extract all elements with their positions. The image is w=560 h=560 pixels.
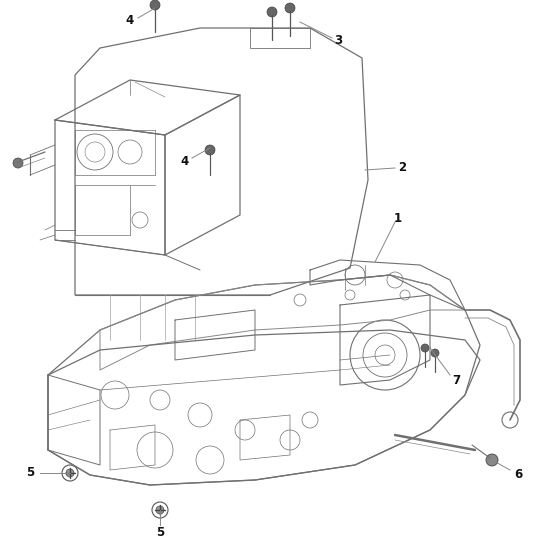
Text: 6: 6 — [514, 468, 522, 480]
Text: 4: 4 — [181, 155, 189, 167]
Circle shape — [66, 469, 74, 477]
Circle shape — [267, 7, 277, 17]
Text: 3: 3 — [334, 34, 342, 46]
Circle shape — [13, 158, 23, 168]
Text: 2: 2 — [398, 161, 406, 174]
Circle shape — [421, 344, 429, 352]
Circle shape — [156, 506, 164, 514]
Circle shape — [205, 145, 215, 155]
Circle shape — [431, 349, 439, 357]
Text: 7: 7 — [452, 374, 460, 386]
Circle shape — [285, 3, 295, 13]
Circle shape — [486, 454, 498, 466]
Circle shape — [150, 0, 160, 10]
Text: 5: 5 — [26, 466, 34, 479]
Text: 5: 5 — [156, 525, 164, 539]
Text: 1: 1 — [394, 212, 402, 225]
Text: 4: 4 — [126, 13, 134, 26]
